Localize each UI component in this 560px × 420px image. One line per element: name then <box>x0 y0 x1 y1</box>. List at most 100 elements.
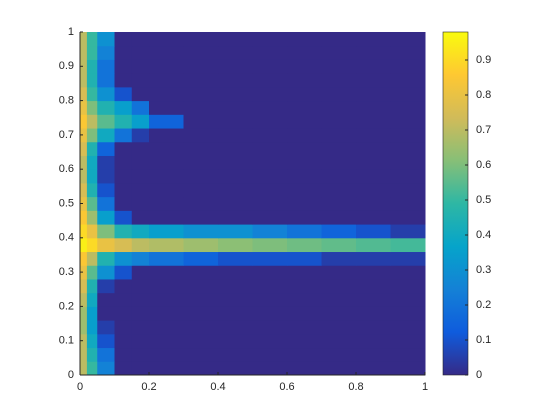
heat-cell <box>390 320 426 335</box>
heat-cell <box>183 333 219 349</box>
heat-cell <box>218 292 253 307</box>
heat-cell <box>114 224 133 239</box>
heat-cell <box>252 155 288 170</box>
heat-cell <box>80 320 88 335</box>
heat-cell <box>183 278 219 294</box>
heat-cell <box>356 182 391 198</box>
heat-cell <box>114 59 133 74</box>
heat-cell <box>356 265 391 280</box>
heat-cell <box>183 155 219 170</box>
heat-cell <box>97 155 115 170</box>
heat-cell <box>131 196 150 211</box>
heat-cell <box>356 237 391 253</box>
heat-cell <box>183 306 219 321</box>
heat-cell <box>287 251 322 266</box>
heat-cell <box>80 196 88 211</box>
heat-cell <box>114 333 133 349</box>
heat-cell <box>97 182 115 198</box>
heat-cell <box>287 320 322 335</box>
x-tick-label: 1 <box>422 381 428 393</box>
heat-cell <box>390 292 426 307</box>
heat-cell <box>252 59 288 74</box>
heat-cell <box>131 45 150 60</box>
heat-cell <box>86 169 98 184</box>
heat-cell <box>131 141 150 156</box>
heat-cell <box>356 73 391 88</box>
heat-cell <box>252 73 288 88</box>
y-tick-label: 0.6 <box>59 163 74 175</box>
heat-cell <box>287 292 322 307</box>
heat-cell <box>86 196 98 211</box>
heat-cell <box>356 128 391 143</box>
heat-cell <box>183 169 219 184</box>
heat-cell <box>183 320 219 335</box>
heat-cell <box>321 128 357 143</box>
heat-cell <box>131 32 150 47</box>
heat-cell <box>183 128 219 143</box>
heat-cell <box>252 100 288 115</box>
heat-cell <box>80 333 88 349</box>
heat-cell <box>287 100 322 115</box>
heat-cell <box>390 237 426 253</box>
heat-cell <box>390 59 426 74</box>
heat-cell <box>97 141 115 156</box>
y-tick-label: 0.5 <box>59 197 74 209</box>
heat-cell <box>321 361 357 376</box>
heat-cell <box>131 224 150 239</box>
heat-cell <box>114 32 133 47</box>
heat-cell <box>356 210 391 225</box>
heat-cell <box>287 59 322 74</box>
heat-cell <box>149 182 184 198</box>
heat-cell <box>287 114 322 129</box>
heat-cell <box>218 251 253 266</box>
heat-cell <box>183 73 219 88</box>
heat-cell <box>149 210 184 225</box>
heat-cell <box>287 32 322 47</box>
heat-cell <box>183 59 219 74</box>
heat-cell <box>390 278 426 294</box>
heat-cell <box>390 224 426 239</box>
heat-cell <box>390 306 426 321</box>
heat-cell <box>390 45 426 60</box>
heat-cell <box>86 32 98 47</box>
heat-cell <box>287 73 322 88</box>
heat-cell <box>86 361 98 376</box>
heat-cell <box>114 320 133 335</box>
heat-cell <box>218 100 253 115</box>
heat-cell <box>149 32 184 47</box>
colorbar <box>442 31 469 376</box>
heat-cell <box>183 224 219 239</box>
heat-cell <box>114 210 133 225</box>
heat-cell <box>287 169 322 184</box>
heat-cell <box>149 333 184 349</box>
colorbar-tick-label: 0.7 <box>476 124 491 136</box>
heat-cell <box>252 251 288 266</box>
heat-cell <box>149 141 184 156</box>
y-tick-label: 0.4 <box>59 232 74 244</box>
heat-cell <box>321 45 357 60</box>
heat-cell <box>114 73 133 88</box>
heat-cell <box>149 306 184 321</box>
heat-cell <box>131 306 150 321</box>
heat-cell <box>80 347 88 362</box>
heat-cell <box>80 45 88 60</box>
heat-cell <box>86 265 98 280</box>
heat-cell <box>321 100 357 115</box>
heat-cell <box>80 169 88 184</box>
heat-cell <box>97 361 115 376</box>
heat-cell <box>321 320 357 335</box>
heat-cell <box>321 210 357 225</box>
heat-cell <box>149 347 184 362</box>
heat-cell <box>356 114 391 129</box>
colorbar-tick-label: 0.2 <box>476 299 491 311</box>
y-tick-label: 0.9 <box>59 60 74 72</box>
heat-cell <box>252 237 288 253</box>
heat-cell <box>252 306 288 321</box>
heat-cell <box>252 224 288 239</box>
heat-cell <box>183 361 219 376</box>
heat-cell <box>86 59 98 74</box>
heat-cell <box>86 292 98 307</box>
heat-cell <box>97 320 115 335</box>
x-tick-label: 0.6 <box>279 381 294 393</box>
colorbar-tick-label: 0.9 <box>476 54 491 66</box>
